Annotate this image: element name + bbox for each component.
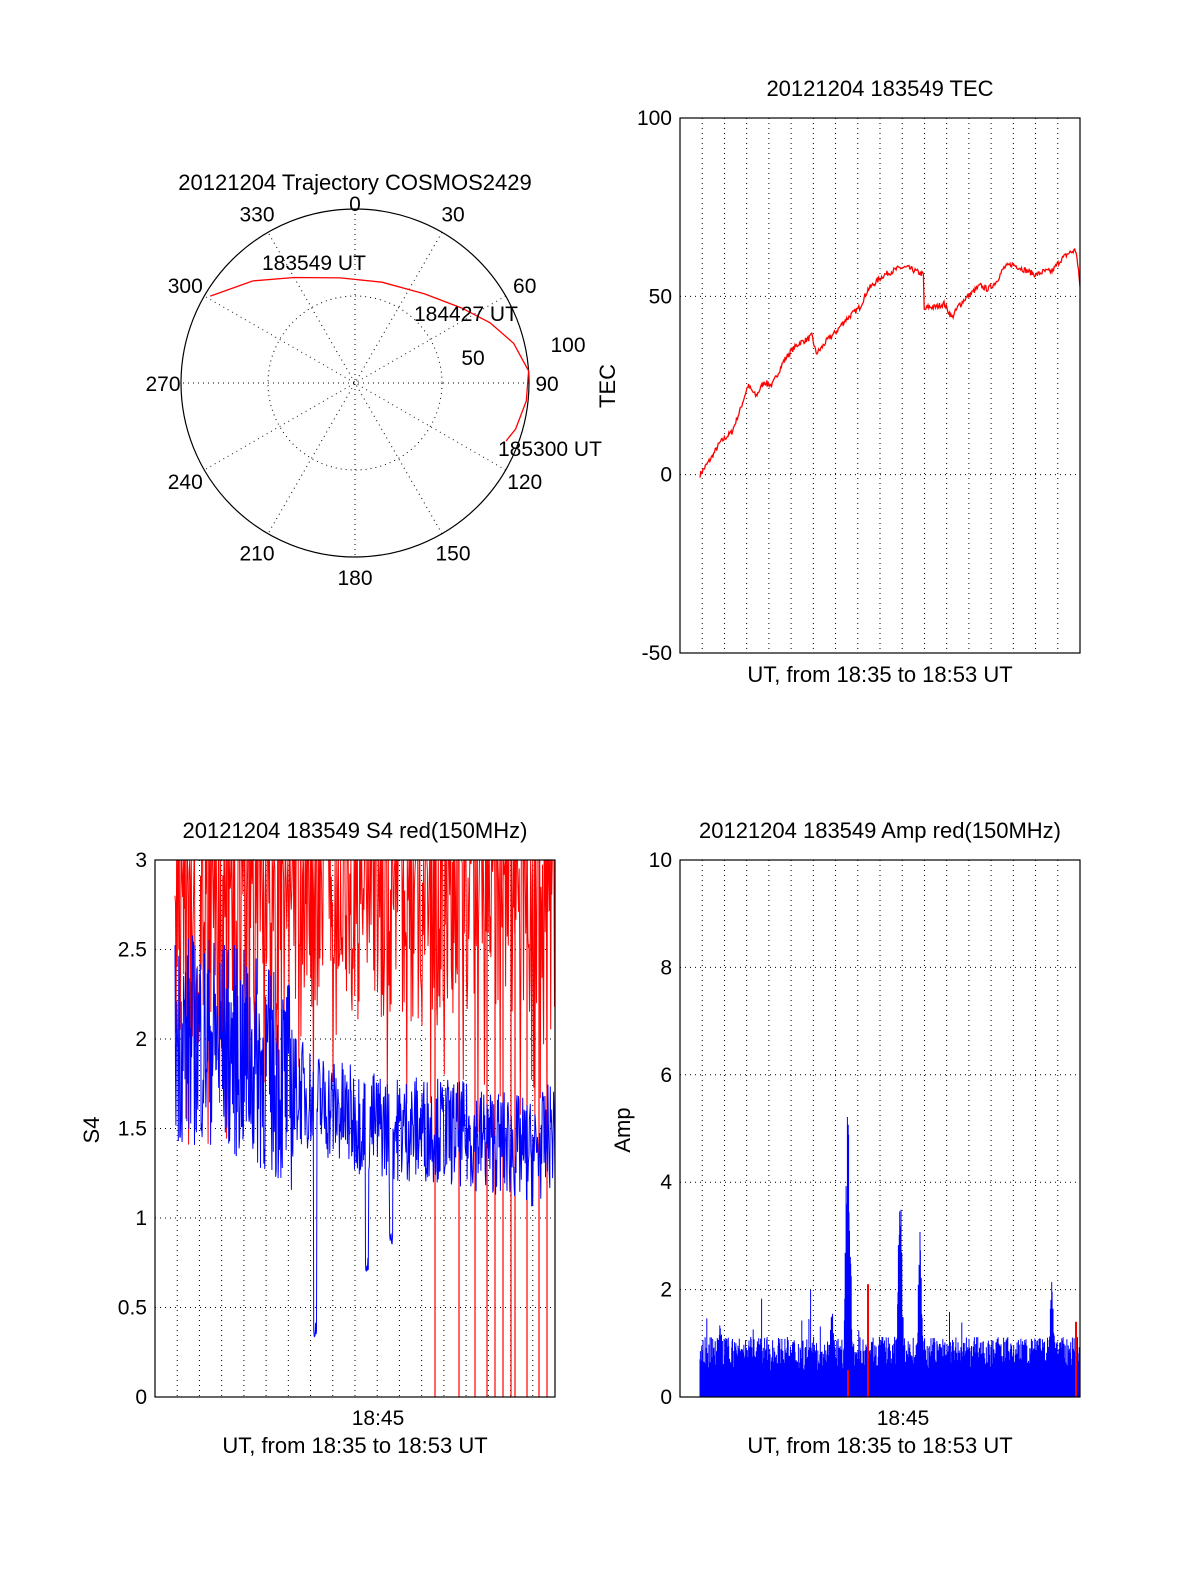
polar-azimuth-label-270: 270 bbox=[145, 373, 180, 396]
amp-y-tick-8: 8 bbox=[660, 956, 672, 979]
amp-title: 20121204 183549 Amp red(150MHz) bbox=[699, 818, 1061, 843]
polar-title: 20121204 Trajectory COSMOS2429 bbox=[178, 170, 531, 195]
track-start-label: 183549 UT bbox=[262, 252, 366, 275]
tec-y-tick-50: 50 bbox=[649, 285, 672, 308]
amp-plot: 20121204 183549 Amp red(150MHz) 0246810 … bbox=[610, 818, 1081, 1458]
amp-y-label: Amp bbox=[610, 1107, 635, 1152]
polar-azimuth-labels: 0 30 60 90 120 150 180 210 240 270 300 330 bbox=[145, 193, 558, 590]
s4-x-tick-1845: 18:45 bbox=[352, 1407, 405, 1430]
polar-azimuth-label-330: 330 bbox=[239, 203, 274, 226]
s4-y-tick-0.5: 0.5 bbox=[118, 1297, 147, 1320]
tec-x-label: UT, from 18:35 to 18:53 UT bbox=[747, 662, 1012, 687]
s4-y-tick-1.5: 1.5 bbox=[118, 1118, 147, 1141]
s4-series bbox=[174, 858, 556, 1397]
amp-gridlines bbox=[680, 860, 1080, 1397]
tec-y-label: TEC bbox=[595, 364, 620, 408]
tec-gridlines bbox=[680, 118, 1080, 653]
polar-radial-tick-100: 100 bbox=[550, 334, 585, 357]
amp-y-tick-4: 4 bbox=[660, 1171, 672, 1194]
tec-y-tick-labels: -50 0 50 100 bbox=[637, 107, 672, 665]
tec-series-line bbox=[699, 247, 1081, 478]
s4-y-tick-0: 0 bbox=[135, 1386, 147, 1409]
polar-azimuth-label-60: 60 bbox=[513, 275, 536, 298]
polar-azimuth-label-120: 120 bbox=[507, 471, 542, 494]
track-mid-label: 184427 UT bbox=[414, 303, 518, 326]
polar-azimuth-label-0: 0 bbox=[349, 193, 361, 216]
polar-inner-circle bbox=[267, 295, 443, 471]
s4-y-tick-1: 1 bbox=[135, 1207, 147, 1230]
track-end-label: 185300 UT bbox=[498, 438, 602, 461]
tec-y-tick-0: 0 bbox=[660, 464, 672, 487]
polar-radial-tick-50: 50 bbox=[461, 347, 484, 370]
polar-spoke-150 bbox=[267, 232, 443, 534]
s4-blue-series-line bbox=[174, 935, 556, 1338]
tec-y-tick-100: 100 bbox=[637, 107, 672, 130]
polar-azimuth-label-210: 210 bbox=[239, 543, 274, 566]
satellite-track bbox=[210, 276, 530, 442]
s4-x-label: UT, from 18:35 to 18:53 UT bbox=[222, 1433, 487, 1458]
s4-axes-frame bbox=[154, 859, 556, 1398]
polar-azimuth-label-180: 180 bbox=[337, 567, 372, 590]
amp-y-tick-6: 6 bbox=[660, 1064, 672, 1087]
amp-axes-frame bbox=[679, 859, 1081, 1398]
amp-y-tick-labels: 0 2 4 6 8 10 bbox=[649, 849, 673, 1409]
polar-spoke-30 bbox=[267, 232, 443, 534]
polar-spokes bbox=[181, 209, 529, 557]
tec-y-tick--50: -50 bbox=[642, 642, 672, 665]
polar-azimuth-label-90: 90 bbox=[535, 373, 558, 396]
amp-y-tick-10: 10 bbox=[649, 849, 672, 872]
amp-series bbox=[699, 1117, 1081, 1397]
polar-azimuth-label-240: 240 bbox=[168, 471, 203, 494]
amp-y-tick-2: 2 bbox=[660, 1279, 672, 1302]
tec-axes-frame bbox=[679, 117, 1081, 654]
polar-azimuth-label-300: 300 bbox=[168, 275, 203, 298]
s4-y-tick-labels: 0 0.5 1 1.5 2 2.5 3 bbox=[118, 849, 147, 1409]
amp-x-label: UT, from 18:35 to 18:53 UT bbox=[747, 1433, 1012, 1458]
s4-y-label: S4 bbox=[79, 1117, 104, 1144]
s4-y-tick-2.5: 2.5 bbox=[118, 939, 147, 962]
tec-plot: 20121204 183549 TEC -50 0 50 100 UT, from 1… bbox=[595, 76, 1081, 687]
s4-y-tick-2: 2 bbox=[135, 1028, 147, 1051]
amp-blue-series bbox=[699, 1117, 1081, 1397]
polar-azimuth-label-150: 150 bbox=[435, 543, 470, 566]
amp-x-tick-1845: 18:45 bbox=[877, 1407, 930, 1430]
s4-y-tick-3: 3 bbox=[135, 849, 147, 872]
tec-title: 20121204 183549 TEC bbox=[766, 76, 993, 101]
s4-plot: 20121204 183549 S4 red(150MHz) 0 0.5 1 1.5 2… bbox=[79, 818, 556, 1458]
s4-title: 20121204 183549 S4 red(150MHz) bbox=[183, 818, 528, 843]
amp-y-tick-0: 0 bbox=[660, 1386, 672, 1409]
polar-azimuth-label-30: 30 bbox=[441, 203, 464, 226]
trajectory-polar-plot: 20121204 Trajectory COSMOS2429 0 30 60 90 12… bbox=[145, 170, 602, 590]
